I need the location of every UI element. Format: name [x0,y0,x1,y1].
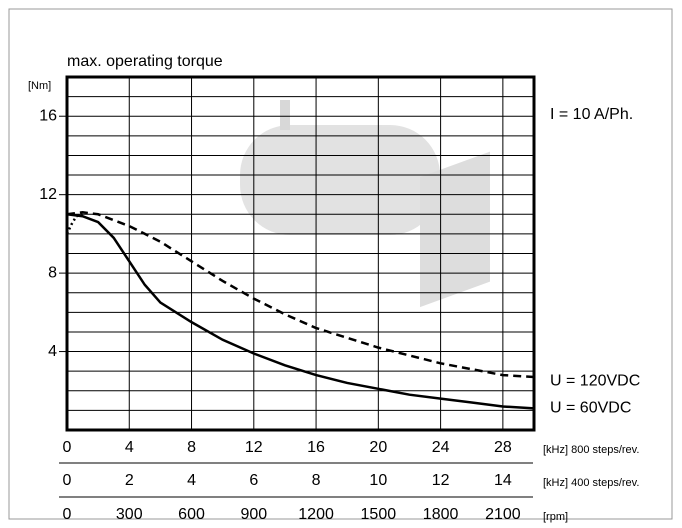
x-tick-label: 14 [494,472,512,489]
motor-image [240,100,490,308]
series-label: U = 120VDC [550,372,640,389]
annotation: I = 10 A/Ph. [550,106,633,123]
x-tick-label: 300 [116,506,143,523]
line [66,213,535,410]
x-tick-label: 28 [494,439,512,456]
y-tick-label: 12 [39,186,57,203]
frame [8,8,673,520]
x-tick-label: 1200 [298,506,334,523]
line [66,211,535,379]
x-tick-label: 6 [249,472,258,489]
y-tick-label: 8 [48,264,57,281]
x-tick-label: 0 [63,472,72,489]
x-tick-label: 4 [187,472,196,489]
x-tick-label: 8 [187,439,196,456]
x-tick-label: 0 [63,439,72,456]
y-tick-label: 16 [39,107,57,124]
y-unit: [Nm] [28,80,51,92]
line [65,213,83,235]
chart-title: max. operating torque [67,53,223,70]
x-tick-label: 600 [178,506,205,523]
x-tick-label: 1800 [423,506,459,523]
x-tick-label: 0 [63,506,72,523]
x-tick-label: 16 [307,439,325,456]
plot-border [65,75,536,432]
x-tick-label: 8 [312,472,321,489]
x-tick-label: 24 [432,439,450,456]
x-tick-label: 4 [125,439,134,456]
x-axis-label: [kHz] 400 steps/rev. [543,477,639,489]
x-tick-label: 20 [369,439,387,456]
x-axis-label: [rpm] [543,511,568,523]
x-tick-label: 10 [369,472,387,489]
x-tick-label: 1500 [361,506,397,523]
x-tick-label: 12 [432,472,450,489]
x-tick-label: 900 [240,506,267,523]
x-tick-label: 2 [125,472,134,489]
y-tick-label: 4 [48,343,57,360]
x-tick-label: 2100 [485,506,521,523]
series-label: U = 60VDC [550,400,631,417]
x-axis-label: [kHz] 800 steps/rev. [543,444,639,456]
x-tick-label: 12 [245,439,263,456]
